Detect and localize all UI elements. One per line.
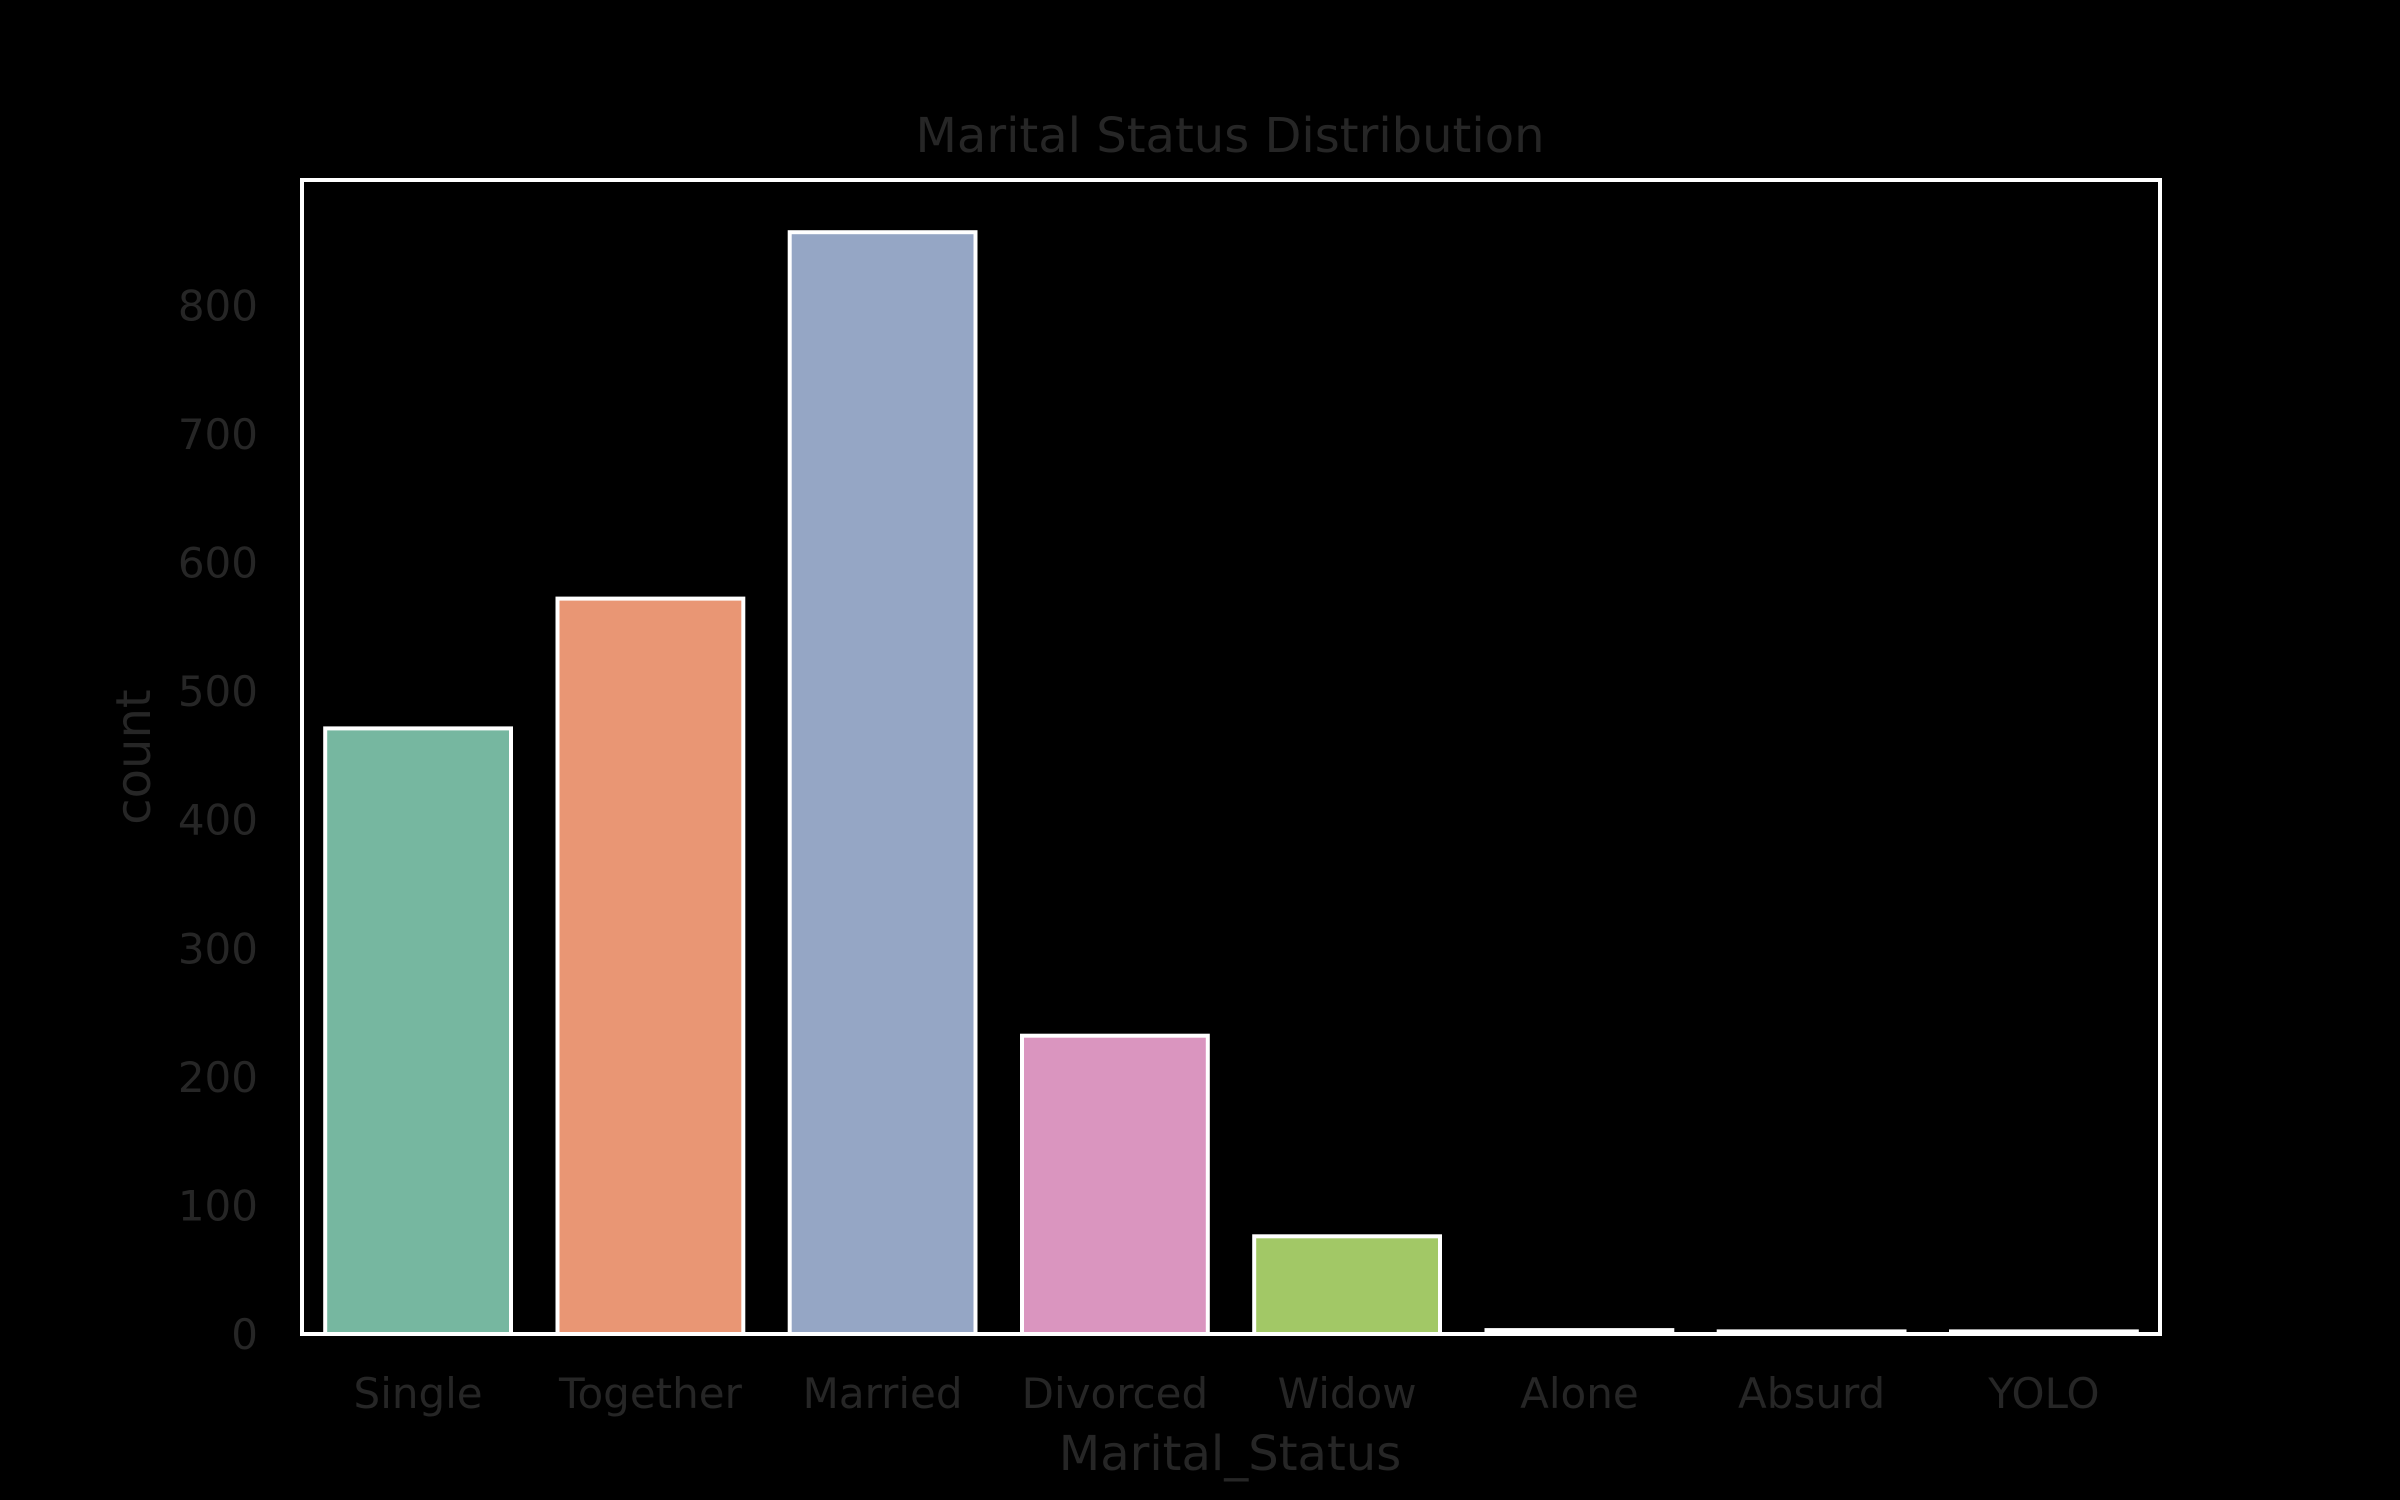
x-tick-label-absurd: Absurd [1738,1369,1885,1418]
x-tick-labels: Single Together Married Divorced Widow Alone A… [354,1369,2100,1418]
plot-frame [300,178,2162,1336]
x-tick-label-alone: Alone [1520,1369,1639,1418]
x-tick-label-single: Single [354,1369,483,1418]
y-axis-label: count [106,689,162,824]
x-tick-label-widow: Widow [1278,1369,1417,1418]
x-tick-label-yolo: YOLO [1987,1369,2099,1418]
x-tick-label-divorced: Divorced [1022,1369,1209,1418]
y-tick-label-700: 700 [178,410,258,459]
bar-widow [1252,1234,1442,1337]
bar-divorced [1020,1033,1210,1336]
x-axis-label: Marital_Status [1059,1426,1401,1482]
x-tick-label-married: Married [803,1369,963,1418]
y-tick-label-100: 100 [178,1181,258,1230]
y-tick-label-0: 0 [231,1310,258,1359]
y-tick-label-400: 400 [178,796,258,845]
chart-title: Marital Status Distribution [916,108,1545,164]
bars-group [323,230,2139,1337]
bar-single [323,726,514,1336]
y-tick-label-800: 800 [178,281,258,330]
y-tick-labels: 0 100 200 300 400 500 600 700 800 [178,281,258,1359]
y-tick-label-600: 600 [178,539,258,588]
y-tick-label-500: 500 [178,667,258,716]
bar-married [787,230,978,1337]
y-tick-label-200: 200 [178,1053,258,1102]
y-tick-label-300: 300 [178,924,258,973]
x-tick-label-together: Together [558,1369,743,1418]
bar-together [555,596,746,1336]
